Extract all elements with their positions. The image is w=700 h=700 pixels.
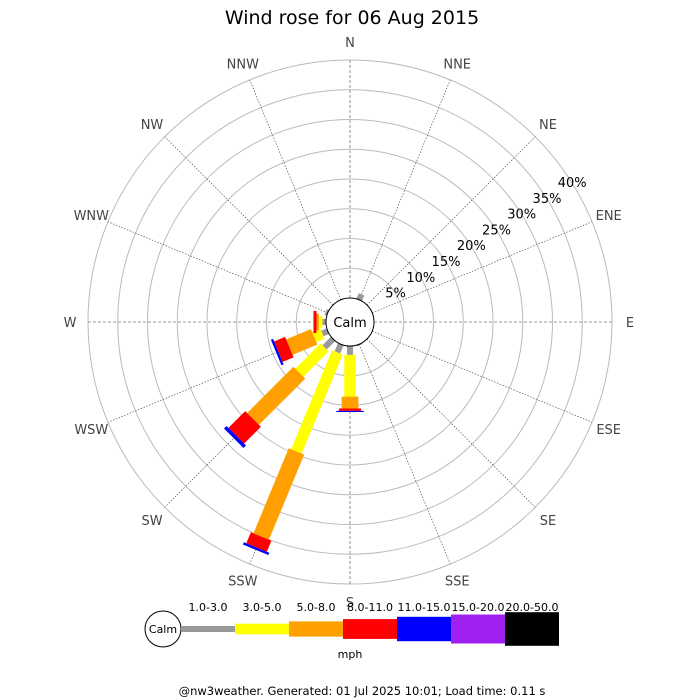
direction-label: SSW <box>228 575 258 590</box>
petal-segment-w <box>322 319 326 325</box>
petal-segment-ssw <box>246 532 272 552</box>
petal-segment-s <box>338 408 362 411</box>
petal-segment-ssw <box>253 448 305 540</box>
direction-label: WNW <box>74 209 110 224</box>
petal-segment-w <box>313 310 317 334</box>
calm-circle: Calm <box>325 297 375 347</box>
direction-label: S <box>346 596 354 611</box>
direction-label: NNW <box>227 57 259 72</box>
grid-spoke <box>372 221 593 314</box>
ring-label: 40% <box>558 176 587 191</box>
legend-bin-label: 11.0-15.0 <box>398 601 451 614</box>
legend-swatch <box>181 626 235 632</box>
petal-segment-s <box>347 346 353 355</box>
petal-segment-ssw <box>242 542 270 555</box>
petal-segment-wsw <box>270 338 284 366</box>
legend-bin-label: 5.0-8.0 <box>297 601 336 614</box>
legend-bin-label: 3.0-5.0 <box>243 601 282 614</box>
chart-title: Wind rose for 06 Aug 2015 <box>225 7 479 29</box>
direction-label: NNE <box>443 57 471 72</box>
petal-segment-s <box>344 354 356 397</box>
ring-labels: 5%10%15%20%25%30%35%40% <box>385 176 586 301</box>
ring-label: 10% <box>406 271 435 286</box>
ring-label: 25% <box>482 224 511 239</box>
grid-spoke <box>358 79 451 300</box>
legend-bin-label: 20.0-50.0 <box>506 601 559 614</box>
speed-legend: Calm 1.0-3.0 3.0-5.0 5.0-8.0 8.0-11.0 11.0-15… <box>144 601 559 648</box>
petal-segment-sw <box>228 411 261 444</box>
grid-ring <box>117 89 583 555</box>
direction-label: NE <box>539 118 557 133</box>
grid-ring <box>176 148 524 496</box>
direction-label: SSE <box>445 575 470 590</box>
direction-label: NW <box>141 118 164 133</box>
polar-grid: N NNE NE ENE E ESE SE SSE S SSW SW WSW W WNW NW NNW <box>64 36 635 611</box>
direction-label: WSW <box>74 423 108 438</box>
petal-segment-s <box>341 396 359 409</box>
legend-swatch <box>289 621 343 637</box>
ring-label: 20% <box>457 239 486 254</box>
legend-swatch <box>451 614 505 644</box>
legend-swatch <box>235 623 289 635</box>
direction-label: N <box>345 36 355 51</box>
petal-segment-w <box>318 316 323 328</box>
legend-bin-label: 1.0-3.0 <box>189 601 228 614</box>
grid-spoke <box>249 79 342 300</box>
direction-label: SE <box>540 514 556 529</box>
ring-label: 35% <box>533 192 562 207</box>
calm-circle-shape <box>325 297 375 347</box>
direction-label: W <box>64 316 77 331</box>
direction-label: E <box>626 316 634 331</box>
ring-label: 30% <box>507 208 536 223</box>
grid-spoke <box>107 221 328 314</box>
grid-spoke <box>366 136 536 306</box>
petal-segment-sw <box>295 343 329 377</box>
wind-petals <box>224 293 365 555</box>
legend-calm-label: Calm <box>149 623 177 636</box>
petal-segment-w <box>316 313 319 331</box>
legend-bin-label: 8.0-11.0 <box>347 601 393 614</box>
petal-segment-ssw <box>334 343 344 354</box>
petal-segment-ssw <box>291 350 343 454</box>
grid-spoke <box>372 330 593 423</box>
petal-segment-sw <box>247 366 306 425</box>
legend-swatch <box>397 616 451 642</box>
direction-label: SW <box>141 514 162 529</box>
ring-label: 5% <box>385 287 406 302</box>
direction-label: ESE <box>596 423 621 438</box>
calm-label: Calm <box>333 316 366 331</box>
grid-spoke <box>164 136 334 306</box>
petal-segment-wnw <box>324 309 329 316</box>
grid-spoke <box>366 338 536 508</box>
grid-ring <box>147 119 553 525</box>
petal-segment-wsw <box>274 336 294 362</box>
direction-label: ENE <box>596 209 622 224</box>
petal-segment-sw <box>224 426 246 448</box>
petal-segment-sw <box>322 336 336 350</box>
legend-bin-label: 15.0-20.0 <box>452 601 505 614</box>
legend-swatch <box>343 619 397 639</box>
legend-unit: mph <box>338 648 363 661</box>
footer-text: @nw3weather. Generated: 01 Jul 2025 10:0… <box>179 684 546 698</box>
legend-swatch <box>505 612 559 646</box>
petal-segment-s <box>336 410 364 412</box>
petal-segment-wsw <box>286 329 318 355</box>
grid-ring <box>236 208 464 436</box>
grid-ring <box>206 178 494 466</box>
grid-spoke <box>358 344 451 565</box>
ring-label: 15% <box>432 255 461 270</box>
